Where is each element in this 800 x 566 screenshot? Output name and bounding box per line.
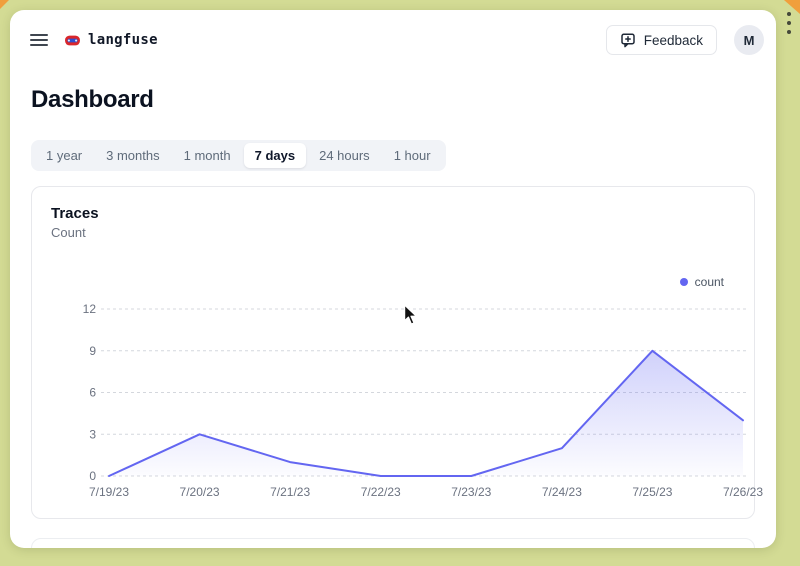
svg-text:6: 6 <box>89 386 96 400</box>
tab-3-months[interactable]: 3 months <box>95 143 170 168</box>
svg-text:7/19/23: 7/19/23 <box>89 485 129 499</box>
svg-text:7/26/23: 7/26/23 <box>723 485 763 499</box>
traces-chart: 0 3 6 9 12 7/19/23 7/20/23 7/21/23 7/22/23 7/23/2… <box>83 302 764 499</box>
main-content: Dashboard 1 year 3 months 1 month 7 days… <box>10 86 776 548</box>
legend-dot <box>679 278 688 286</box>
tab-1-hour[interactable]: 1 hour <box>383 143 442 168</box>
topbar: langfuse Feedback M <box>10 10 776 55</box>
tab-1-month[interactable]: 1 month <box>173 143 242 168</box>
frame-dot <box>787 30 791 34</box>
card-subtitle: Count <box>51 225 86 240</box>
svg-text:0: 0 <box>89 469 96 483</box>
card-title: Traces <box>51 205 99 222</box>
menu-icon[interactable] <box>30 31 48 49</box>
frame-corner-accent-left <box>0 0 9 9</box>
svg-text:7/23/23: 7/23/23 <box>451 485 491 499</box>
brand-name: langfuse <box>88 32 158 48</box>
langfuse-logo-icon <box>65 35 80 45</box>
svg-text:12: 12 <box>83 302 97 316</box>
feedback-label: Feedback <box>643 32 703 48</box>
chart-legend: count <box>679 275 724 289</box>
svg-text:7/24/23: 7/24/23 <box>542 485 582 499</box>
user-avatar[interactable]: M <box>734 25 764 55</box>
page-title: Dashboard <box>31 86 154 113</box>
svg-text:7/25/23: 7/25/23 <box>632 485 672 499</box>
tab-7-days[interactable]: 7 days <box>243 143 307 168</box>
next-card-cutoff <box>31 538 755 548</box>
brand[interactable]: langfuse <box>64 32 158 49</box>
feedback-button[interactable]: Feedback <box>605 25 717 55</box>
message-plus-icon <box>620 33 635 48</box>
svg-text:7/22/23: 7/22/23 <box>361 485 401 499</box>
tab-24-hours[interactable]: 24 hours <box>308 143 381 168</box>
app-window: langfuse Feedback M Dashboard 1 year 3 m… <box>10 10 776 548</box>
legend-label: count <box>694 275 724 289</box>
date-range-tabbar: 1 year 3 months 1 month 7 days 24 hours … <box>31 140 446 171</box>
svg-text:3: 3 <box>89 427 96 441</box>
frame-dot <box>787 12 791 16</box>
traces-card: Traces Count count 0 3 6 9 12 7/19/23 7/20/23 7… <box>31 186 763 519</box>
svg-text:9: 9 <box>89 344 96 358</box>
svg-text:7/21/23: 7/21/23 <box>270 485 310 499</box>
tab-1-year[interactable]: 1 year <box>35 143 93 168</box>
frame-dot <box>787 21 791 25</box>
svg-text:7/20/23: 7/20/23 <box>180 485 220 499</box>
